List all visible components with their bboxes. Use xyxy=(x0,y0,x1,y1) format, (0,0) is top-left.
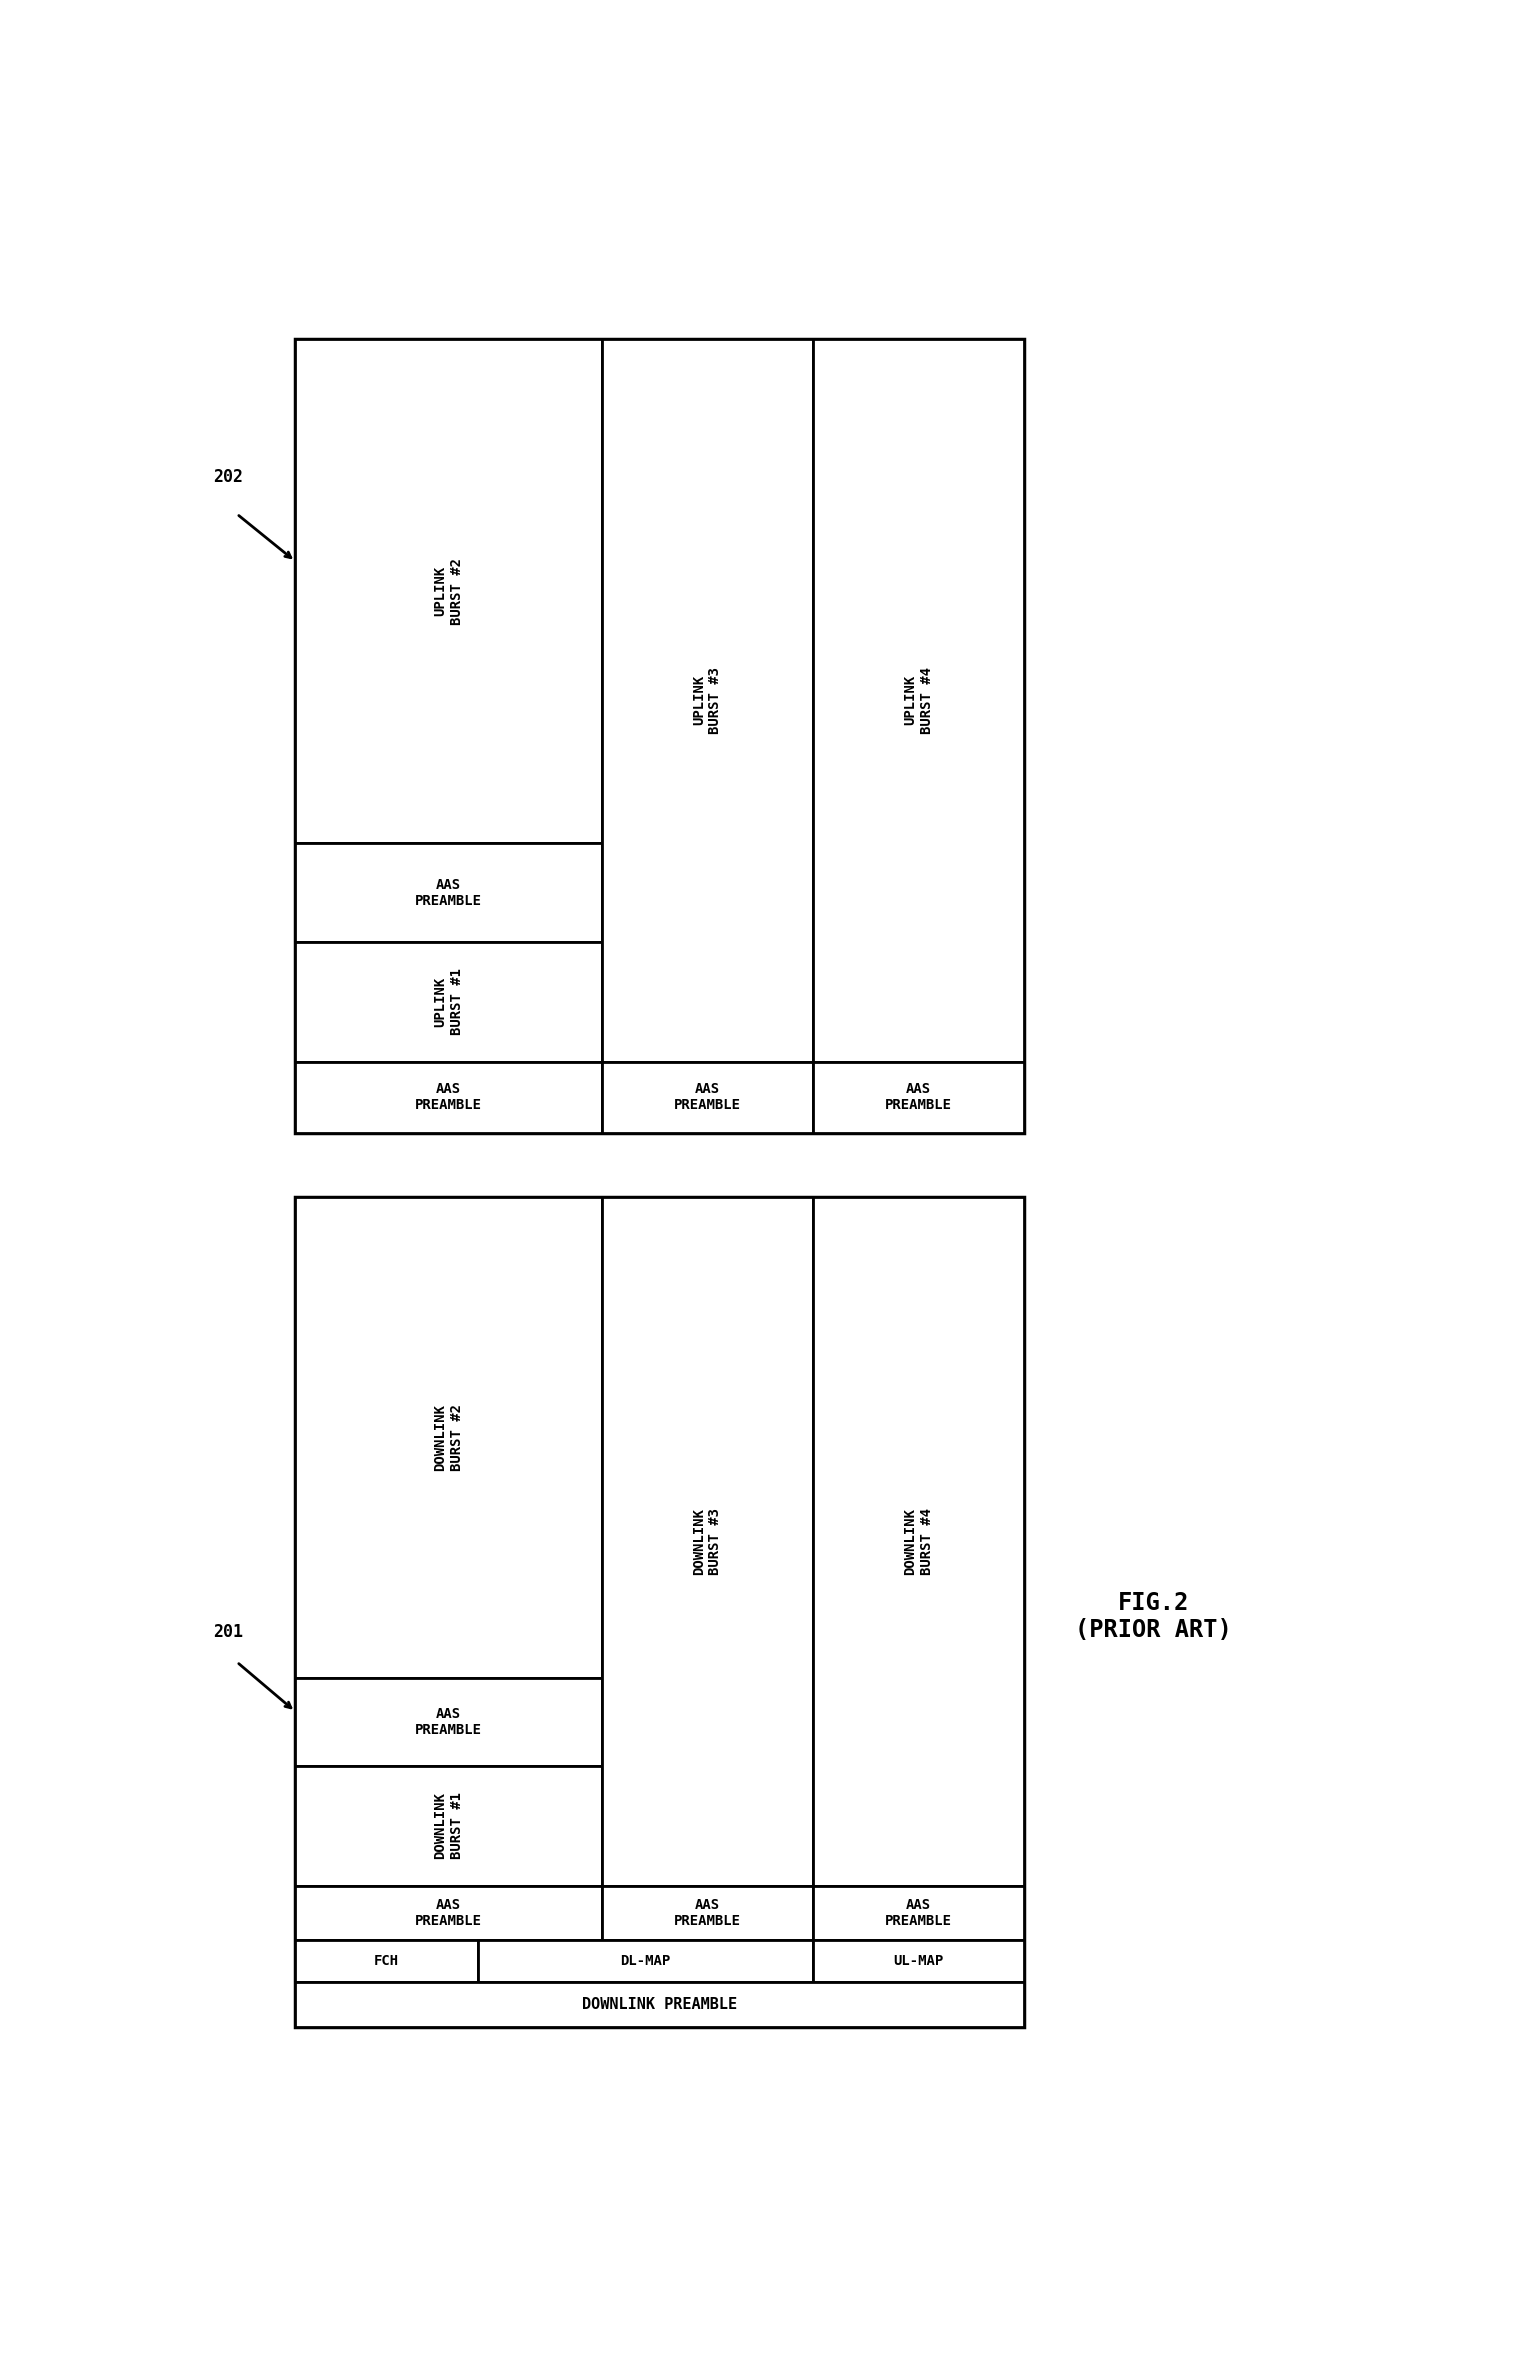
Bar xyxy=(602,1887,813,1941)
Text: DOWNLINK
BURST #3: DOWNLINK BURST #3 xyxy=(692,1507,722,1576)
Text: DOWNLINK PREAMBLE: DOWNLINK PREAMBLE xyxy=(583,1998,737,2012)
Text: DL-MAP: DL-MAP xyxy=(620,1953,671,1967)
Text: UPLINK
BURST #2: UPLINK BURST #2 xyxy=(434,557,464,626)
Bar xyxy=(602,1062,813,1133)
Bar xyxy=(296,1678,602,1766)
Bar xyxy=(813,1062,1024,1133)
Text: UPLINK
BURST #3: UPLINK BURST #3 xyxy=(692,666,722,735)
Bar xyxy=(296,1197,1024,2026)
Text: AAS
PREAMBLE: AAS PREAMBLE xyxy=(416,1898,482,1929)
Text: DOWNLINK
BURST #2: DOWNLINK BURST #2 xyxy=(434,1403,464,1472)
Bar xyxy=(296,339,1024,1133)
Text: UPLINK
BURST #4: UPLINK BURST #4 xyxy=(904,666,934,735)
Text: AAS
PREAMBLE: AAS PREAMBLE xyxy=(674,1083,740,1112)
Bar xyxy=(602,1197,813,1887)
Bar xyxy=(296,943,602,1062)
Text: FIG.2
(PRIOR ART): FIG.2 (PRIOR ART) xyxy=(1076,1590,1232,1642)
Text: 202: 202 xyxy=(212,467,243,486)
Bar xyxy=(296,1981,1024,2026)
Bar xyxy=(296,1887,602,1941)
Bar xyxy=(813,1197,1024,1887)
Text: DOWNLINK
BURST #4: DOWNLINK BURST #4 xyxy=(904,1507,934,1576)
Bar xyxy=(296,1941,478,1981)
Bar xyxy=(478,1941,813,1981)
Text: AAS
PREAMBLE: AAS PREAMBLE xyxy=(884,1083,953,1112)
Text: FCH: FCH xyxy=(375,1953,399,1967)
Bar xyxy=(813,1941,1024,1981)
Text: AAS
PREAMBLE: AAS PREAMBLE xyxy=(416,877,482,908)
Bar xyxy=(296,1062,602,1133)
Bar xyxy=(296,1197,602,1678)
Text: UL-MAP: UL-MAP xyxy=(894,1953,944,1967)
Bar xyxy=(296,339,602,844)
Text: AAS
PREAMBLE: AAS PREAMBLE xyxy=(416,1083,482,1112)
Bar xyxy=(813,339,1024,1062)
Bar xyxy=(296,844,602,943)
Bar xyxy=(602,339,813,1062)
Text: AAS
PREAMBLE: AAS PREAMBLE xyxy=(674,1898,740,1929)
Text: DOWNLINK
BURST #1: DOWNLINK BURST #1 xyxy=(434,1792,464,1860)
Bar xyxy=(296,1766,602,1887)
Bar xyxy=(813,1887,1024,1941)
Text: 201: 201 xyxy=(212,1623,243,1640)
Text: AAS
PREAMBLE: AAS PREAMBLE xyxy=(416,1706,482,1737)
Text: AAS
PREAMBLE: AAS PREAMBLE xyxy=(884,1898,953,1929)
Text: UPLINK
BURST #1: UPLINK BURST #1 xyxy=(434,969,464,1036)
